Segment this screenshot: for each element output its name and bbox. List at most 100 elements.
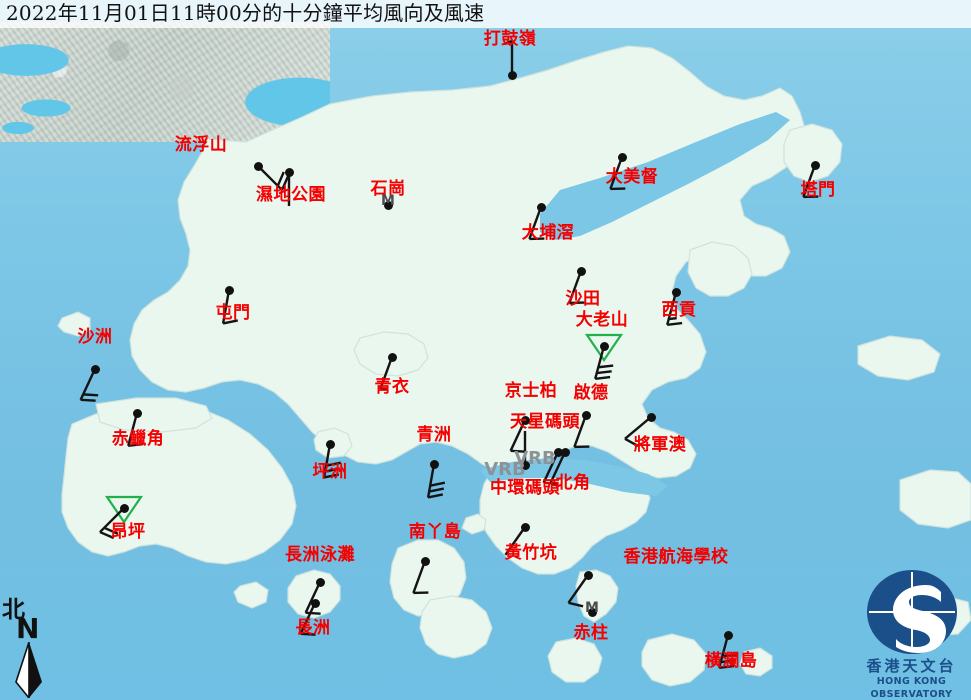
wind-barb-icon bbox=[509, 419, 527, 453]
gust-indicator-icon bbox=[584, 333, 624, 362]
station-dot bbox=[560, 447, 570, 457]
hko-logo-text-en: HONG KONG OBSERVATORY bbox=[870, 676, 953, 700]
wind-barb-icon bbox=[624, 416, 652, 448]
station-label: 橫瀾島 bbox=[704, 651, 758, 671]
station-dot bbox=[520, 415, 530, 425]
wind-barb-icon bbox=[127, 412, 144, 448]
station-label: 中環碼頭 bbox=[490, 478, 560, 498]
station-label: 香港航海學校 bbox=[623, 547, 729, 567]
gust-indicator-icon bbox=[104, 495, 144, 524]
station-dot bbox=[520, 522, 530, 532]
station-dot bbox=[553, 447, 563, 457]
title-bar: 2022年11月01日11時00分的十分鐘平均風向及風速 bbox=[0, 0, 971, 28]
station-dot bbox=[310, 598, 320, 608]
hko-logo-text-cn: 香港天文台 bbox=[866, 657, 957, 675]
wind-barb-icon bbox=[666, 291, 683, 327]
station-label: 赤柱 bbox=[573, 623, 609, 643]
hko-logo: 香港天文台 HONG KONG OBSERVATORY bbox=[852, 568, 971, 700]
station-label: 青衣 bbox=[374, 377, 410, 397]
station-dot bbox=[507, 70, 517, 80]
wind-barb-icon bbox=[523, 431, 527, 465]
wind-barb-icon bbox=[573, 414, 590, 449]
wind-barb-icon bbox=[379, 356, 394, 391]
wind-barb-icon bbox=[802, 164, 819, 199]
compass-rose: 北 N bbox=[2, 590, 58, 698]
station-label: 黃竹坑 bbox=[504, 543, 558, 563]
station-dot bbox=[599, 341, 609, 351]
wind-barb-icon bbox=[594, 345, 614, 381]
wind-barb-icon bbox=[287, 172, 291, 206]
station-label: 長洲泳灘 bbox=[285, 545, 355, 565]
wind-barb-icon bbox=[549, 451, 567, 484]
station-dot bbox=[90, 364, 100, 374]
satellite-imagery-water bbox=[0, 22, 330, 142]
wind-barb-icon bbox=[504, 526, 526, 556]
missing-data-flag: M bbox=[585, 600, 599, 616]
wind-barb-icon bbox=[568, 270, 585, 305]
station-label: 塔門 bbox=[800, 180, 836, 200]
station-dot bbox=[646, 412, 656, 422]
station-dot bbox=[315, 577, 325, 587]
wind-barb-icon bbox=[412, 560, 429, 595]
wind-barb-icon bbox=[718, 634, 738, 670]
station-dot bbox=[284, 167, 294, 177]
station-label: 長洲 bbox=[295, 618, 331, 638]
compass-label-en: N bbox=[16, 612, 40, 645]
station-label: 昂坪 bbox=[110, 522, 146, 542]
wind-barb-icon bbox=[99, 507, 125, 540]
station-label: 天星碼頭 bbox=[510, 412, 580, 432]
station-dot bbox=[587, 607, 597, 617]
wind-barb-icon bbox=[257, 165, 290, 191]
compass-label-cn: 北 bbox=[2, 596, 25, 623]
station-label: 將軍澳 bbox=[633, 435, 687, 455]
wind-barb-icon bbox=[528, 206, 545, 241]
station-dot bbox=[387, 352, 397, 362]
station-dot bbox=[325, 439, 335, 449]
station-label: 赤鱲角 bbox=[111, 429, 165, 449]
wind-barb-icon bbox=[567, 574, 589, 608]
station-dot bbox=[581, 410, 591, 420]
wind-barb-icon bbox=[79, 368, 99, 402]
wind-barb-icon bbox=[504, 39, 514, 75]
station-label: 南丫島 bbox=[408, 522, 462, 542]
station-label: 京士柏 bbox=[504, 381, 558, 401]
station-dot bbox=[520, 460, 530, 470]
station-label: 沙洲 bbox=[77, 327, 113, 347]
station-label: 濕地公園 bbox=[256, 185, 326, 205]
station-dot bbox=[224, 285, 234, 295]
station-dot bbox=[119, 503, 129, 513]
missing-data-flag: M bbox=[381, 193, 395, 209]
station-dot bbox=[132, 408, 142, 418]
wind-barb-icon bbox=[322, 443, 342, 479]
compass-needle-icon bbox=[15, 642, 42, 698]
station-label: 啟德 bbox=[573, 383, 609, 403]
station-label: 石崗 bbox=[370, 179, 406, 199]
station-dot bbox=[583, 570, 593, 580]
station-label: 流浮山 bbox=[174, 135, 228, 155]
wind-barb-icon bbox=[299, 602, 317, 636]
station-label: 西貢 bbox=[661, 300, 697, 320]
station-label: 北角 bbox=[555, 473, 591, 493]
station-label: 打鼓嶺 bbox=[483, 29, 537, 49]
station-label: 青洲 bbox=[416, 425, 452, 445]
station-dot bbox=[536, 202, 546, 212]
station-label: 大美督 bbox=[605, 167, 659, 187]
wind-barb-icon bbox=[221, 289, 239, 325]
page-title: 2022年11月01日11時00分的十分鐘平均風向及風速 bbox=[6, 1, 485, 25]
variable-wind-flag: VRB bbox=[514, 448, 556, 469]
variable-wind-flag: VRB bbox=[484, 459, 526, 480]
wind-barb-icon bbox=[542, 451, 560, 485]
wind-barb-icon bbox=[609, 156, 626, 191]
station-label: 沙田 bbox=[565, 289, 601, 309]
wind-barb-icon bbox=[426, 463, 446, 499]
station-dot bbox=[420, 556, 430, 566]
station-dot bbox=[723, 630, 733, 640]
station-label: 大老山 bbox=[575, 310, 629, 330]
station-dot bbox=[429, 459, 439, 469]
station-dot bbox=[810, 160, 820, 170]
station-dot bbox=[617, 152, 627, 162]
station-label: 坪洲 bbox=[312, 462, 348, 482]
wind-barb-icon bbox=[304, 581, 322, 615]
